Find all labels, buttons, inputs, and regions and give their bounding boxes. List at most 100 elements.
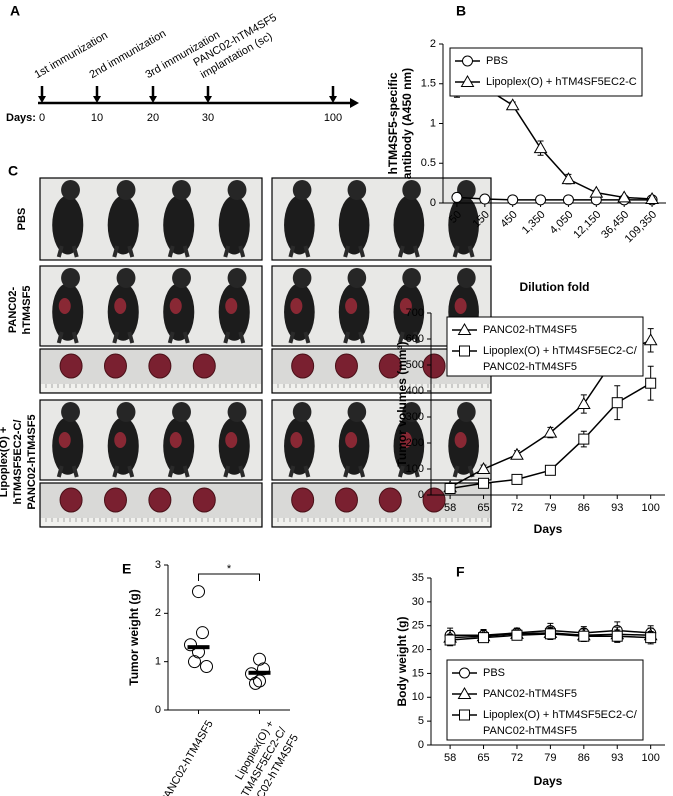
marker-square — [459, 345, 470, 357]
y-tick-label: 300 — [406, 411, 424, 423]
mean-bar — [248, 670, 271, 675]
tumor-spot — [290, 298, 303, 314]
photo-row-label-text: PBS — [16, 207, 28, 231]
y-tick-label: 3 — [155, 559, 161, 571]
photo-row-label-box: PBS — [16, 207, 28, 231]
mouse-leg — [452, 465, 460, 478]
legend-box — [446, 659, 644, 741]
tumor — [422, 353, 446, 379]
mouse-leg — [71, 465, 79, 478]
data-point — [200, 660, 213, 673]
y-axis-label-box: Tumor weight (g) — [127, 589, 141, 685]
mouse-leg — [112, 465, 120, 478]
tumor-spot — [114, 298, 127, 314]
marker-square — [511, 473, 523, 485]
day-label: 100 — [324, 112, 342, 124]
mouse-leg — [412, 245, 420, 258]
mean-bar — [187, 645, 210, 650]
mouse-body — [393, 195, 425, 255]
marker-circle — [459, 667, 470, 679]
legend-label-text: PBS — [483, 667, 506, 679]
legend-label: PBS — [483, 665, 639, 697]
y-axis-label-group: Tumor weight (g) — [127, 589, 141, 685]
mouse-leg — [127, 465, 135, 478]
tumor-spot — [345, 298, 358, 314]
mouse-leg — [112, 245, 120, 258]
photo-row-label-group: PANC02-hTM4SF5 — [5, 279, 35, 341]
mouse-body — [448, 195, 479, 255]
photo-row-label: PANC02-hTM4SF5 — [5, 279, 35, 341]
mouse-leg — [397, 331, 405, 344]
mouse-body — [52, 195, 84, 255]
x-tick-label: 86 — [578, 752, 590, 764]
day-label: 10 — [91, 112, 103, 124]
tumor — [422, 487, 446, 513]
y-tick-label: 15 — [412, 667, 424, 679]
timeline-arrowhead — [350, 98, 359, 108]
marker-circle — [535, 194, 547, 206]
marker-circle — [451, 191, 463, 203]
mouse-head — [292, 402, 312, 422]
x-tick-label: 58 — [444, 752, 456, 764]
x-tick-label: 93 — [611, 752, 623, 764]
mouse-leg — [127, 245, 135, 258]
ruler — [273, 518, 490, 526]
tumor-spot — [290, 432, 303, 448]
y-axis-label: Body weight (g) — [386, 597, 418, 727]
y-tick-label: 0 — [418, 489, 424, 501]
marker-triangle — [460, 74, 475, 87]
marker-triangle — [576, 396, 591, 409]
x-tick-label: 86 — [578, 502, 590, 514]
y-axis-label-group: hTM4SF5-specific antibody (A450 nm) — [386, 68, 414, 179]
marker-triangle — [589, 185, 604, 198]
tumor-spot — [225, 298, 238, 314]
mouse-leg — [343, 245, 351, 258]
mouse-leg — [71, 245, 79, 258]
tumor-spot — [399, 432, 412, 448]
mouse-head — [227, 268, 247, 288]
mouse-head — [457, 402, 476, 422]
y-tick-label: 0 — [155, 704, 161, 716]
tumor — [148, 353, 172, 379]
tumor-spot — [58, 432, 71, 448]
mouse-head — [292, 268, 312, 288]
tumor-spot — [114, 432, 127, 448]
tumor-spot — [399, 298, 412, 314]
mouse-head — [347, 402, 367, 422]
y-tick-label: 700 — [406, 307, 424, 319]
y-tick-label: 25 — [412, 620, 424, 632]
x-tick-label: 65 — [477, 502, 489, 514]
mouse-head — [61, 268, 80, 288]
photo-row-label-text: PANC02-hTM4SF5 — [7, 285, 33, 335]
legend-label: Lipoplex(O) + hTM4SF5EC2-C/ PANC02-hTM4S… — [483, 343, 639, 375]
y-tick-label: 10 — [412, 691, 424, 703]
mouse-leg — [56, 245, 64, 258]
tumor — [291, 487, 315, 513]
mouse-head — [292, 180, 312, 200]
event-arrowhead — [329, 96, 337, 103]
day-label: 0 — [39, 112, 45, 124]
legend-label: Lipoplex(O) + hTM4SF5EC2-C/ PANC02-hTM4S… — [483, 707, 639, 739]
x-tick-label: 79 — [544, 752, 556, 764]
mouse-leg — [343, 331, 351, 344]
marker-square — [544, 628, 556, 640]
mouse-head — [172, 402, 191, 422]
marker-triangle — [476, 461, 491, 474]
x-tick-label: 72 — [511, 752, 523, 764]
mouse-head — [457, 268, 476, 288]
day-label: 30 — [202, 112, 214, 124]
y-axis-label-box: hTM4SF5-specific antibody (A450 nm) — [386, 68, 414, 179]
mouse-head — [172, 268, 191, 288]
marker-square — [578, 630, 590, 642]
mouse-leg — [127, 331, 135, 344]
marker-triangle — [533, 141, 548, 154]
marker-square — [444, 634, 456, 646]
legend-label-group: Lipoplex(O) + hTM4SF5EC2-C/ PANC02-hTM4S… — [483, 707, 639, 739]
x-tick-label: 72 — [511, 502, 523, 514]
legend-label: PANC02-hTM4SF5 — [483, 686, 639, 718]
mouse-leg — [112, 331, 120, 344]
mouse-head — [116, 180, 136, 200]
tumor-spot — [345, 432, 358, 448]
tumor — [334, 487, 358, 513]
